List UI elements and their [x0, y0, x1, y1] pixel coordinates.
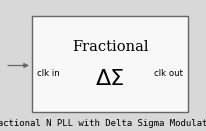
Text: Fractional N PLL with Delta Sigma Modulator: Fractional N PLL with Delta Sigma Modula…	[0, 119, 206, 128]
Text: clk out: clk out	[154, 69, 183, 78]
Text: clk in: clk in	[37, 69, 60, 78]
Bar	[32, 16, 188, 112]
Text: ΔΣ: ΔΣ	[96, 69, 125, 89]
Text: Fractional: Fractional	[72, 40, 149, 54]
